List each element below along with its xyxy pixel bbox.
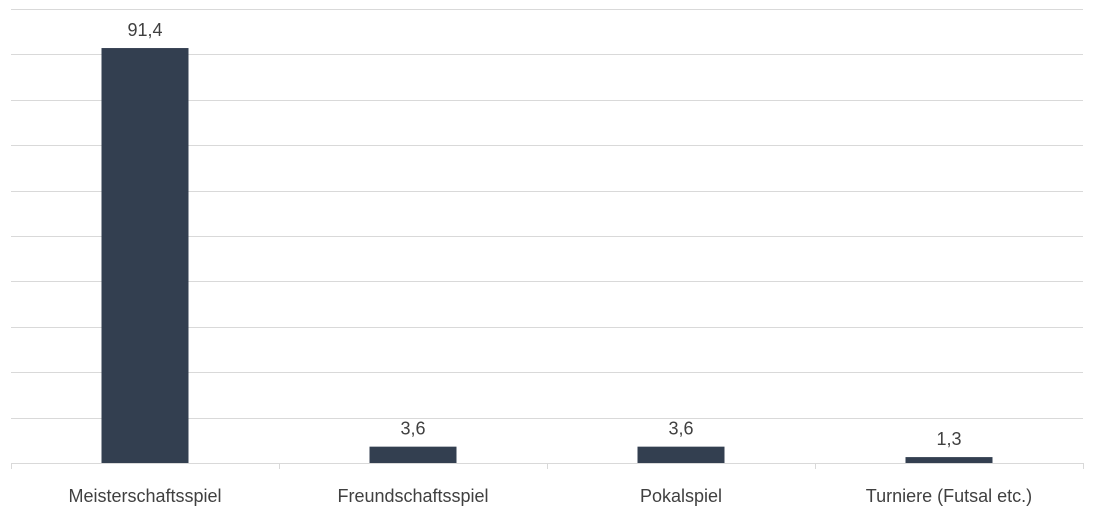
data-label: 1,3 [936, 429, 961, 449]
data-label: 3,6 [400, 419, 425, 439]
bar [905, 457, 993, 463]
data-label: 3,6 [668, 419, 693, 439]
bar [637, 446, 725, 463]
bars [101, 48, 993, 463]
bar [101, 48, 189, 463]
x-tick-label: Pokalspiel [640, 486, 722, 506]
gridlines [11, 9, 1083, 419]
data-label: 91,4 [127, 20, 162, 40]
x-tick-label: Meisterschaftsspiel [68, 486, 221, 506]
data-labels: 91,4 3,6 3,6 1,3 [127, 20, 961, 449]
x-tick-label: Freundschaftsspiel [337, 486, 488, 506]
x-tick-label: Turniere (Futsal etc.) [866, 486, 1032, 506]
x-axis [11, 463, 1084, 469]
category-labels: Meisterschaftsspiel Freundschaftsspiel Pok… [68, 486, 1032, 506]
bar [369, 446, 457, 463]
